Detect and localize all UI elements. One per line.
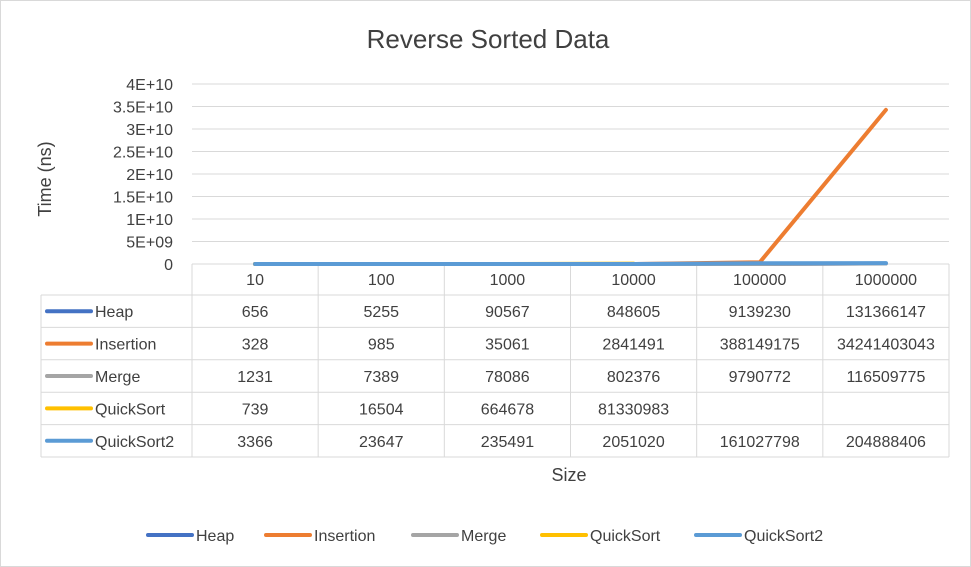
legend-label: Merge [461,528,506,545]
data-label: 739 [242,401,269,418]
data-label: 116509775 [846,369,925,386]
series-line [253,261,888,266]
data-table: 10 100 1000 10000 100000 1000000 Heap 656 5255 90… [40,263,950,458]
x-tick-label: 10000 [611,272,656,289]
legend-label: Heap [196,528,234,545]
data-label: 9790772 [729,369,791,386]
y-tick-label: 1E+10 [126,212,173,229]
y-tick-label: 4E+10 [126,77,173,94]
legend-label: QuickSort2 [744,528,823,545]
data-label: 35061 [485,337,530,354]
data-label: 34241403043 [837,337,935,354]
x-axis-label: Size [551,465,586,485]
data-label: 235491 [481,434,534,451]
x-tick-label: 1000000 [855,272,917,289]
data-label: 78086 [485,369,530,386]
data-label: 204888406 [846,434,926,451]
legend-label: QuickSort [590,528,661,545]
x-tick-label: 1000 [490,272,526,289]
data-label: 2841491 [602,337,664,354]
data-label: 1231 [237,369,273,386]
table-row-label: QuickSort [95,401,166,418]
y-tick-label: 2E+10 [126,167,173,184]
data-label: 161027798 [720,434,800,451]
series-line [253,107,888,266]
data-label: 5255 [363,304,399,321]
y-tick-label: 5E+09 [126,235,173,252]
y-tick-label: 0 [164,257,173,274]
y-tick-label: 1.5E+10 [113,190,173,207]
data-label: 7389 [363,369,399,386]
legend: Heap Insertion Merge QuickSort QuickSort2 [146,528,823,545]
table-row-label: QuickSort2 [95,434,174,451]
data-label: 2051020 [602,434,664,451]
y-tick-label: 2.5E+10 [113,145,173,162]
x-tick-label: 10 [246,272,264,289]
y-axis-label: Time (ns) [35,141,55,216]
table-row-label: Insertion [95,337,156,354]
chart-title: Reverse Sorted Data [367,24,610,54]
table-row-label: Merge [95,369,140,386]
data-label: 3366 [237,434,273,451]
data-label: 664678 [481,401,534,418]
legend-label: Insertion [314,528,375,545]
x-tick-label: 100 [368,272,395,289]
data-label: 985 [368,337,395,354]
data-label: 23647 [359,434,404,451]
data-label: 388149175 [720,337,800,354]
data-label: 848605 [607,304,660,321]
data-label: 802376 [607,369,660,386]
series-lines [253,107,888,266]
table-row-label: Heap [95,304,133,321]
y-tick-label: 3.5E+10 [113,100,173,117]
data-label: 16504 [359,401,404,418]
data-label: 131366147 [846,304,926,321]
data-label: 656 [242,304,269,321]
data-label: 9139230 [729,304,791,321]
y-tick-label: 3E+10 [126,122,173,139]
data-label: 81330983 [598,401,669,418]
gridlines [192,83,949,242]
y-axis-ticks: 0 5E+09 1E+10 1.5E+10 2E+10 2.5E+10 3E+10 3.5E+… [113,77,173,274]
data-label: 328 [242,337,269,354]
data-label: 90567 [485,304,530,321]
x-tick-label: 100000 [733,272,786,289]
